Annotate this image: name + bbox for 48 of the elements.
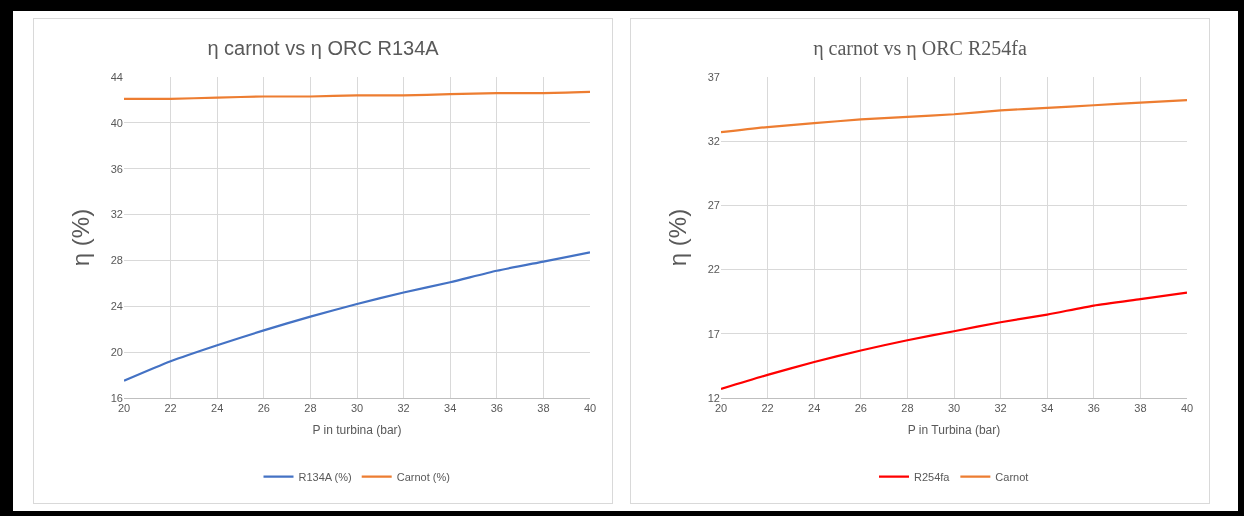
y-tick-label: 32 [110, 208, 123, 221]
x-tick-label: 22 [164, 402, 177, 415]
line-series [721, 291, 1187, 391]
line-series [721, 99, 1187, 134]
x-tick-label: 26 [854, 402, 867, 415]
x-axis-title: P in turbina (bar) [312, 423, 402, 438]
y-axis-title: η (%) [663, 208, 691, 267]
x-tick-label: 28 [901, 402, 914, 415]
x-tick-label: 38 [1134, 402, 1147, 415]
legend-label: Carnot [995, 470, 1029, 483]
y-tick-label: 40 [110, 116, 123, 129]
x-tick-label: 30 [947, 402, 961, 415]
y-tick-label: 32 [707, 135, 720, 148]
x-axis-title: P in Turbina (bar) [907, 423, 1001, 438]
y-tick-label: 37 [707, 70, 720, 83]
legend-label: R134A (%) [298, 470, 352, 483]
y-axis-title: η (%) [66, 208, 94, 267]
x-tick-label: 22 [761, 402, 774, 415]
x-tick-label: 26 [257, 402, 270, 415]
legend-label: Carnot (%) [396, 470, 450, 483]
y-tick-label: 17 [707, 327, 720, 340]
y-tick-label: 22 [707, 263, 720, 276]
x-tick-label: 34 [1041, 402, 1054, 415]
x-tick-label: 36 [1087, 402, 1100, 415]
y-tick-label: 36 [110, 162, 123, 175]
y-tick-label: 24 [110, 300, 123, 313]
x-tick-label: 40 [583, 402, 597, 415]
chart-title: η carnot vs η ORC R134A [207, 36, 440, 59]
x-tick-label: 32 [397, 402, 410, 415]
line-series [124, 251, 590, 382]
x-tick-label: 32 [994, 402, 1007, 415]
legend-label: R254fa [914, 470, 951, 483]
chart-title: η carnot vs η ORC R254fa [813, 36, 1027, 60]
x-tick-label: 40 [1180, 402, 1194, 415]
x-tick-label: 30 [350, 402, 364, 415]
y-tick-label: 12 [707, 391, 720, 404]
y-tick-label: 44 [110, 70, 123, 83]
line-series [124, 90, 590, 100]
x-tick-label: 34 [444, 402, 457, 415]
y-tick-label: 28 [110, 254, 123, 267]
y-tick-label: 27 [707, 199, 720, 212]
y-tick-label: 16 [110, 391, 123, 404]
x-tick-label: 24 [808, 402, 821, 415]
y-tick-label: 20 [110, 345, 123, 358]
x-tick-label: 36 [490, 402, 503, 415]
x-tick-label: 24 [211, 402, 224, 415]
x-tick-label: 38 [537, 402, 550, 415]
x-tick-label: 28 [304, 402, 317, 415]
